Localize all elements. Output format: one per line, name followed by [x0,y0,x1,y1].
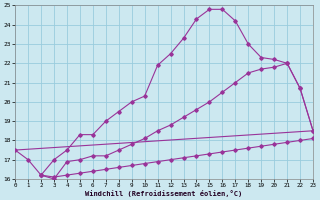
X-axis label: Windchill (Refroidissement éolien,°C): Windchill (Refroidissement éolien,°C) [85,190,243,197]
